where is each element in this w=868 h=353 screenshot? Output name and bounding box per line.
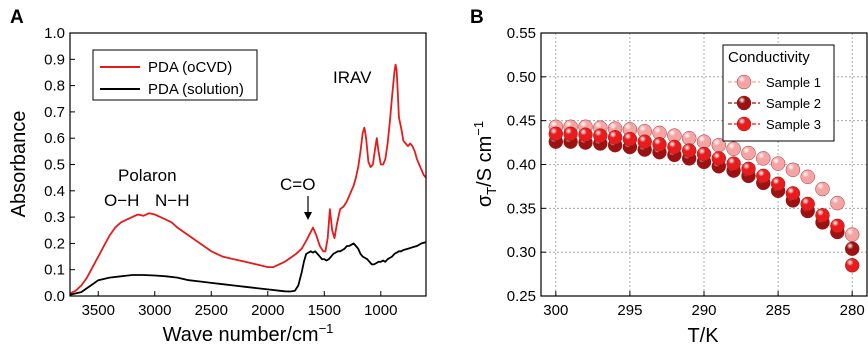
- x-axis-label-a: Wave number/cm−1: [163, 321, 334, 346]
- annotation-arrow-head: [304, 212, 312, 220]
- series-line-ocvd: [69, 63, 427, 295]
- data-point-sample-3: [845, 258, 860, 273]
- data-point-sample-1: [770, 156, 786, 171]
- data-point-sample-3: [622, 131, 638, 147]
- y-tick-label: 0.0: [44, 288, 65, 305]
- y-tick-label: 0.30: [507, 244, 536, 261]
- data-point-sample-3: [593, 128, 608, 143]
- y-tick-label: 0.1: [44, 262, 65, 279]
- data-point-sample-3: [548, 126, 563, 142]
- legend-label-sample-1: Sample 1: [766, 75, 821, 90]
- legend-swatch-marker: [736, 95, 752, 111]
- annotation-oh: O−H: [104, 191, 139, 210]
- y-tick-label: 0.3: [44, 209, 65, 226]
- y-tick-label: 0.9: [44, 51, 65, 68]
- annotation-polaron: Polaron: [118, 166, 177, 185]
- data-point-sample-3: [682, 143, 697, 158]
- panel-label-b: B: [470, 7, 484, 28]
- annotation-irav: IRAV: [333, 68, 372, 87]
- y-tick-label: 0.7: [44, 104, 65, 121]
- x-tick-label: 3500: [82, 302, 115, 319]
- data-point-sample-3: [563, 126, 578, 142]
- y-tick-label: 0.50: [507, 69, 536, 86]
- panel-b: B 300 295 290 285 280 0.25 0.30 0.35 0.40 0.45 0.…: [470, 7, 868, 347]
- x-tick-label: 3000: [138, 302, 171, 319]
- y-tick-label: 0.5: [44, 157, 65, 174]
- data-point-sample-3: [785, 186, 801, 201]
- series-line-solution: [69, 241, 427, 296]
- data-point-sample-3: [830, 218, 845, 234]
- panel-a: A 3500 3000 2500 2000 1500 1000 0.0 0.1 0.2 0.3 0…: [8, 7, 427, 346]
- legend-swatch-marker: [736, 116, 752, 132]
- y-tick-label: 0.35: [507, 200, 536, 217]
- data-point-sample-3: [770, 176, 786, 192]
- data-point-sample-3: [741, 161, 756, 177]
- data-point-sample-1: [741, 145, 756, 161]
- panel-label-a: A: [10, 7, 24, 28]
- data-point-sample-1: [800, 169, 815, 185]
- annotation-nh: N−H: [155, 191, 189, 210]
- x-tick-label: 285: [766, 302, 791, 319]
- y-tick-label: 1.0: [44, 25, 65, 42]
- data-point-sample-1: [830, 195, 845, 211]
- data-point-sample-1: [682, 130, 697, 146]
- y-tick-label: 0.2: [44, 235, 65, 252]
- y-tick-label: 0.40: [507, 157, 536, 174]
- legend-label-sample-3: Sample 3: [766, 117, 821, 132]
- data-point-sample-3: [637, 134, 652, 149]
- legend-label-sample-2: Sample 2: [766, 96, 821, 111]
- x-tick-label: 280: [840, 302, 865, 319]
- data-point-sample-1: [756, 151, 771, 166]
- data-point-sample-3: [607, 130, 623, 145]
- annotation-co: C=O: [280, 175, 315, 194]
- x-tick-label: 290: [691, 302, 716, 319]
- data-point-sample-3: [815, 208, 830, 223]
- y-axis-label-b: σT/S cm−1: [471, 121, 499, 207]
- data-point-sample-3: [756, 168, 771, 184]
- legend-swatch-marker: [736, 74, 752, 90]
- legend-b: Conductivity Sample 1 Sample 2 Sample 3: [722, 44, 835, 142]
- x-tick-label: 1500: [308, 302, 341, 319]
- x-tick-label: 2500: [195, 302, 228, 319]
- y-tick-label: 0.6: [44, 130, 65, 147]
- x-axis-label-b: T/K: [687, 325, 719, 347]
- y-tick-label: 0.55: [507, 25, 536, 42]
- y-axis-label-a: Absorbance: [8, 111, 30, 218]
- x-tick-label: 1000: [364, 302, 397, 319]
- data-point-sample-1: [726, 141, 741, 156]
- x-tick-label: 295: [617, 302, 642, 319]
- data-point-sample-2: [845, 241, 860, 256]
- legend-a: PDA (oCVD) PDA (solution): [92, 49, 258, 101]
- data-point-sample-1: [845, 227, 860, 242]
- data-point-sample-1: [785, 162, 801, 178]
- x-tick-label: 300: [543, 302, 568, 319]
- y-tick-label: 0.8: [44, 78, 65, 95]
- data-point-sample-3: [667, 139, 682, 155]
- y-tick-label: 0.25: [507, 288, 536, 305]
- data-point-sample-3: [726, 156, 741, 171]
- data-point-sample-3: [652, 137, 667, 152]
- data-point-sample-1: [815, 181, 830, 197]
- y-tick-label: 0.45: [507, 113, 536, 130]
- legend-label-ocvd: PDA (oCVD): [148, 59, 232, 76]
- x-tick-label: 2000: [251, 302, 284, 319]
- data-point-sample-3: [711, 151, 726, 166]
- data-point-sample-1: [696, 134, 712, 149]
- data-point-sample-3: [578, 127, 593, 142]
- y-tick-label: 0.4: [44, 183, 65, 200]
- legend-title-b: Conductivity: [728, 49, 810, 66]
- data-point-sample-3: [800, 196, 815, 212]
- data-point-sample-3: [696, 146, 712, 162]
- legend-label-solution: PDA (solution): [148, 81, 244, 98]
